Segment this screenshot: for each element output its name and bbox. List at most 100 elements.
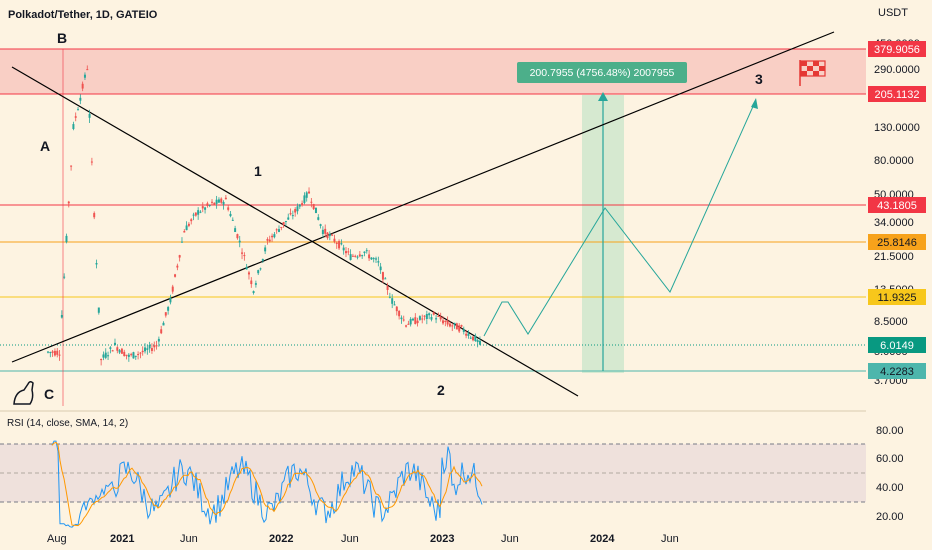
candle-body — [231, 219, 234, 221]
candle-body — [144, 347, 147, 352]
candle-body — [150, 348, 153, 351]
candle-body — [123, 351, 126, 357]
wave-label-2: 2 — [437, 382, 445, 398]
candle-body — [344, 251, 347, 254]
candle-body — [326, 232, 329, 239]
candle-body — [104, 352, 107, 358]
candle-body — [164, 312, 167, 316]
candle-body — [238, 240, 241, 243]
candle-body — [153, 345, 156, 348]
candle-body — [118, 350, 121, 353]
measure-label: 200.7955 (4756.48%) 2007955 — [530, 67, 675, 79]
candle-body — [139, 352, 142, 354]
candle-body — [418, 316, 421, 320]
candle-body — [63, 276, 66, 278]
candle-body — [398, 310, 401, 317]
candle-body — [472, 336, 475, 341]
candle-body — [340, 243, 343, 245]
candle-body — [127, 354, 130, 357]
y-tick: 21.5000 — [874, 251, 914, 263]
x-tick: Jun — [661, 533, 679, 545]
symbol-title[interactable]: Polkadot/Tether, 1D, GATEIO — [8, 9, 158, 21]
candle-body — [305, 192, 308, 198]
candle-body — [250, 280, 253, 285]
candle-body — [162, 322, 165, 326]
level-badge-label: 205.1132 — [874, 89, 919, 101]
currency-label[interactable]: USDT — [878, 7, 908, 19]
candle-body — [335, 242, 338, 244]
candle-body — [132, 352, 135, 359]
candle-body — [442, 320, 445, 324]
rsi-tick: 40.00 — [876, 482, 904, 494]
level-badge-label: 379.9056 — [874, 44, 920, 56]
y-tick: 80.0000 — [874, 155, 914, 167]
candle-body — [234, 228, 237, 233]
level-badge — [868, 197, 926, 213]
candle-body — [432, 312, 435, 315]
candle-body — [264, 247, 267, 252]
candle-body — [405, 325, 408, 327]
x-tick: 2021 — [110, 533, 134, 545]
candle-body — [192, 214, 195, 216]
rsi-lines — [51, 440, 483, 528]
price-candles — [47, 65, 481, 366]
checkered-flag-icon — [799, 60, 826, 86]
candle-body — [361, 255, 364, 257]
descending-trendline[interactable] — [11, 66, 579, 397]
candle-body — [451, 325, 454, 327]
candle-body — [81, 83, 84, 89]
candle-body — [183, 231, 186, 233]
candle-body — [169, 297, 172, 303]
candle-body — [90, 161, 93, 163]
level-badge-label: 25.8146 — [877, 237, 917, 249]
candle-body — [308, 191, 311, 194]
candle-body — [462, 329, 465, 332]
rsi-title[interactable]: RSI (14, close, SMA, 14, 2) — [7, 418, 129, 429]
ascending-trendline[interactable] — [11, 31, 835, 363]
candle-body — [416, 320, 419, 324]
candle-body — [354, 255, 357, 257]
candle-body — [273, 234, 276, 238]
wave-label-1: 1 — [254, 163, 262, 179]
candle-body — [435, 318, 438, 320]
candle-body — [388, 296, 391, 298]
level-badge-label: 43.1805 — [877, 200, 917, 212]
wave-label-a: A — [40, 138, 50, 154]
candle-body — [351, 255, 354, 257]
candle-body — [155, 345, 158, 347]
candle-body — [448, 323, 451, 327]
candle-body — [67, 201, 70, 204]
candle-body — [282, 222, 285, 226]
x-tick: Jun — [180, 533, 198, 545]
measure-label-box — [517, 62, 687, 83]
candle-body — [460, 325, 463, 327]
candle-body — [174, 274, 177, 277]
candle-body — [134, 355, 137, 357]
candle-body — [423, 315, 426, 317]
candle-body — [56, 350, 59, 355]
candle-body — [247, 272, 250, 275]
candle-body — [60, 315, 63, 318]
candle-body — [241, 252, 244, 254]
candle-body — [303, 195, 306, 203]
candle-body — [321, 229, 324, 235]
candle-body — [430, 317, 433, 320]
candle-body — [319, 224, 322, 226]
wave-label-c: C — [44, 386, 54, 402]
resistance-zone — [0, 49, 866, 94]
candle-body — [428, 313, 431, 316]
candle-body — [458, 325, 461, 332]
candle-body — [113, 342, 116, 346]
candle-body — [245, 267, 248, 270]
candle-body — [236, 234, 239, 239]
level-badge — [868, 86, 926, 102]
candle-body — [400, 317, 403, 320]
candle-body — [97, 307, 100, 313]
candle-body — [289, 213, 292, 215]
candle-body — [271, 235, 274, 238]
candle-body — [146, 348, 149, 350]
candle-body — [254, 283, 257, 285]
candle-body — [201, 206, 204, 209]
candle-body — [370, 257, 373, 260]
candle-body — [72, 124, 75, 130]
